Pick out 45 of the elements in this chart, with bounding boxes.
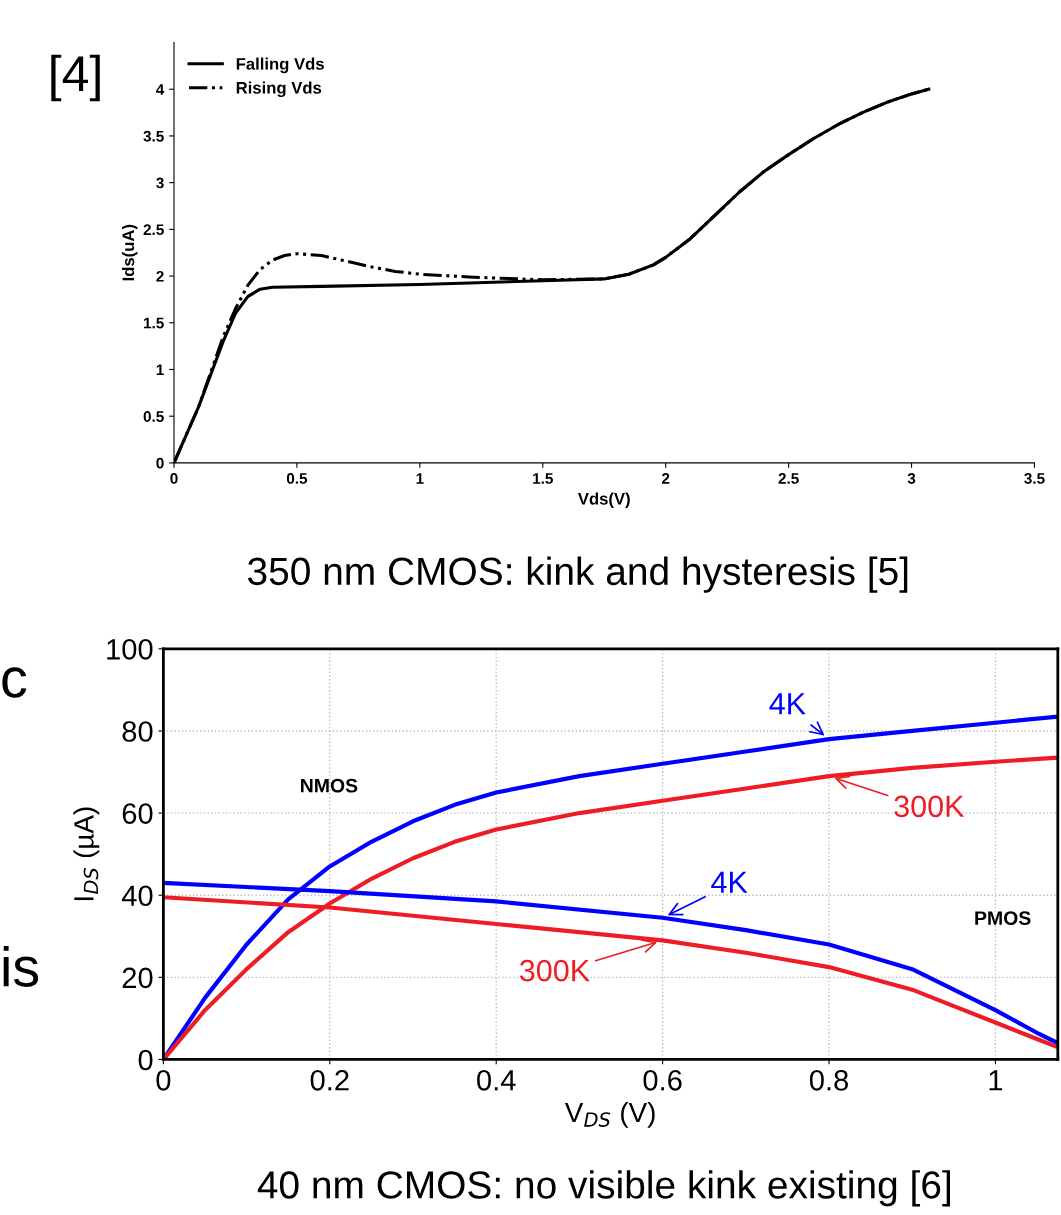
- text: 350 nm CMOS: kink and hysteresis [5]: [247, 556, 908, 593]
- y-tick-label: 80: [122, 721, 153, 742]
- y-axis-title: Ids(uA): [121, 224, 138, 281]
- series-label: 4K: [769, 693, 806, 715]
- y-tick-label: 1.5: [144, 317, 164, 329]
- y-tick-label: 3: [156, 177, 164, 189]
- legend-label: 300K: [894, 795, 965, 818]
- y-tick-label: 3.5: [143, 130, 164, 142]
- text: c: [2, 667, 27, 698]
- x-axis-title: V$_{DS}$ (V): [564, 1101, 655, 1128]
- y-tick-label: 0.5: [143, 411, 164, 422]
- annotation: NMOS: [301, 778, 358, 793]
- x-tick-label: 2: [661, 473, 670, 484]
- y-tick-label: 4: [156, 84, 165, 95]
- x-tick-label: 0.2: [310, 1069, 349, 1091]
- x-tick-label: 0.4: [477, 1069, 516, 1091]
- x-axis-title: Vds(V): [577, 492, 630, 508]
- x-tick-label: 1: [989, 1070, 1003, 1091]
- y-tick-label: 1: [156, 364, 164, 376]
- x-tick-label: 1: [416, 473, 424, 484]
- x-tick-label: 1.5: [533, 473, 553, 484]
- annotation: PMOS: [975, 911, 1031, 925]
- y-tick-label: 2: [156, 270, 164, 282]
- y-tick-label: 40: [121, 885, 153, 907]
- x-tick-label: 0: [170, 473, 178, 484]
- y-tick-label: 0: [156, 457, 164, 469]
- text: 40 nm CMOS: no visible kink existing [6]: [257, 1170, 950, 1207]
- text: [4]: [51, 54, 100, 102]
- x-tick-label: 0.5: [286, 473, 308, 484]
- x-tick-label: 3: [907, 473, 916, 484]
- y-tick-label: 2.5: [143, 224, 164, 236]
- text: is: [3, 946, 39, 987]
- y-tick-label: 60: [122, 803, 153, 824]
- y-axis-title: I$_{DS}$ (µA): [73, 807, 100, 901]
- x-tick-label: 0.6: [643, 1069, 682, 1091]
- y-tick-label: 100: [107, 639, 153, 660]
- y-tick-label: 20: [122, 967, 153, 989]
- y-tick-label: 0: [138, 1049, 153, 1071]
- series-label: 4K: [711, 871, 748, 893]
- legend-label: Rising Vds: [236, 81, 322, 98]
- x-tick-label: 2.5: [778, 473, 799, 484]
- legend-label: Falling Vds: [236, 57, 324, 74]
- x-tick-label: 0.8: [809, 1069, 849, 1091]
- x-tick-label: 3.5: [1024, 473, 1045, 484]
- series-label: 300K: [519, 959, 590, 982]
